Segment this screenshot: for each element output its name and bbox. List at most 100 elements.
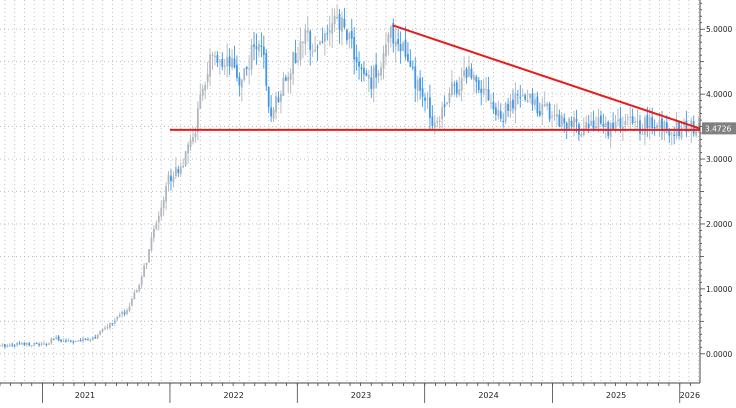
candle-body — [389, 26, 392, 38]
candle-body — [651, 117, 654, 129]
candle-body — [614, 121, 617, 129]
candle-body — [116, 316, 119, 320]
x-tick-label: 2026 — [680, 391, 700, 400]
candle-body — [668, 130, 671, 136]
candle-body — [348, 32, 351, 40]
candle-body — [155, 223, 158, 230]
candle-body — [382, 52, 385, 69]
candle-body — [407, 54, 409, 61]
candle-body — [148, 249, 150, 262]
candle-body — [661, 118, 663, 132]
candle-body — [177, 169, 180, 173]
candle-body — [211, 54, 214, 56]
candle-body — [529, 93, 531, 99]
candle-body — [123, 312, 126, 315]
candle-body — [631, 116, 634, 124]
candle-body — [67, 340, 70, 342]
candle-body — [133, 292, 136, 300]
candle-body — [314, 49, 317, 52]
candle-body — [409, 60, 412, 67]
candle-body — [675, 119, 678, 137]
candle-body — [556, 114, 558, 117]
candle-body — [402, 42, 404, 51]
candle-body — [270, 107, 273, 117]
candle-body — [541, 104, 544, 116]
candle-body — [343, 18, 346, 28]
y-tick-label: 3.0000 — [706, 155, 732, 164]
candle-body — [228, 56, 231, 67]
candle-body — [150, 237, 153, 251]
candle-body — [260, 45, 263, 48]
candle-body — [404, 39, 407, 57]
candle-body — [441, 107, 444, 120]
candle-body — [563, 117, 566, 124]
candle-body — [626, 118, 629, 120]
candle-body — [656, 125, 658, 128]
candle-body — [162, 199, 165, 209]
candle-body — [301, 42, 304, 44]
candle-body — [238, 76, 241, 86]
candle-body — [282, 78, 285, 96]
candle-body — [35, 342, 38, 344]
candle-body — [74, 341, 77, 343]
candle-body — [89, 339, 92, 341]
candle-body — [277, 97, 280, 102]
candle-body — [455, 82, 458, 94]
candle-body — [179, 166, 182, 175]
candle-body — [165, 186, 168, 202]
candle-body — [463, 70, 466, 77]
candle-body — [323, 33, 326, 42]
candle-body — [57, 336, 60, 341]
candle-body — [275, 95, 277, 113]
candle-body — [240, 79, 243, 88]
candle-body — [595, 126, 597, 128]
candle-body — [121, 311, 124, 315]
candle-body — [321, 41, 324, 43]
candle-body — [99, 331, 102, 335]
candle-body — [646, 115, 649, 129]
candle-body — [304, 30, 307, 44]
candle-body — [524, 95, 527, 100]
candle-body — [226, 57, 229, 66]
candle-body — [8, 344, 11, 346]
candle-body — [192, 137, 194, 142]
candle-body — [436, 121, 439, 123]
candle-body — [636, 121, 639, 123]
candle-body — [680, 127, 683, 138]
candle-body — [294, 52, 297, 63]
candle-body — [453, 84, 456, 86]
candle-body — [94, 336, 97, 339]
candle-body — [152, 228, 155, 238]
candle-body — [607, 121, 610, 136]
candle-body — [411, 66, 414, 68]
candle-body — [262, 46, 265, 56]
candle-body — [204, 85, 207, 91]
candle-body — [265, 53, 268, 86]
candle-body — [599, 115, 602, 124]
candle-body — [96, 334, 99, 339]
candle-body — [143, 265, 146, 277]
candle-body — [258, 43, 260, 52]
candle-body — [385, 44, 387, 57]
candle-body — [113, 320, 116, 324]
candle-body — [11, 344, 14, 346]
last-value-label: 3.4726 — [705, 124, 731, 133]
candle-body — [536, 96, 539, 114]
candle-body — [45, 343, 48, 345]
candle-body — [590, 121, 593, 126]
candle-body — [482, 88, 485, 94]
candle-body — [458, 89, 461, 95]
candle-body — [548, 103, 551, 120]
candle-body — [87, 339, 89, 341]
candle-body — [55, 336, 58, 339]
candle-body — [223, 65, 226, 68]
candle-body — [380, 67, 382, 76]
candle-body — [18, 343, 21, 345]
candle-body — [157, 215, 160, 223]
candle-body — [194, 133, 197, 138]
candle-body — [446, 102, 448, 105]
candle-body — [182, 166, 185, 168]
candle-body — [565, 122, 568, 129]
